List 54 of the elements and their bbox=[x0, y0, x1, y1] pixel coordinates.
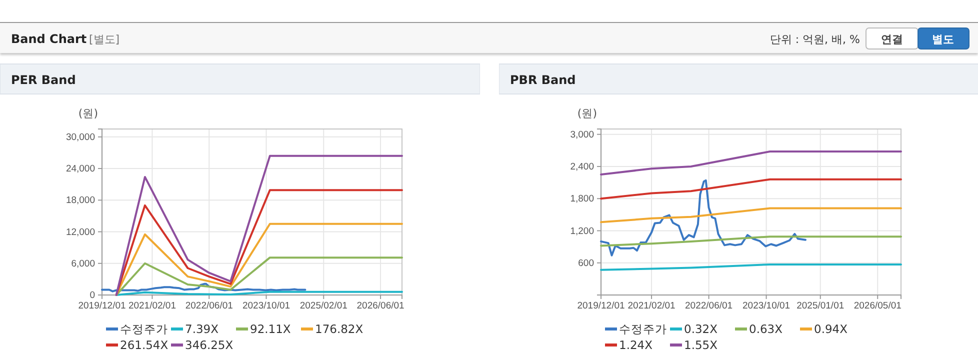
legend-label: 0.63X bbox=[749, 322, 783, 336]
x-tick-label: 2026/05/01 bbox=[854, 300, 902, 312]
legend-label: 1.55X bbox=[684, 338, 718, 352]
x-tick-label: 2019/12/01 bbox=[577, 300, 625, 312]
x-tick-label: 2022/06/01 bbox=[185, 300, 233, 312]
y-tick-label: 600 bbox=[578, 258, 594, 269]
text: 단위 : 억원, 배, % bbox=[770, 33, 860, 46]
x-tick-label: 2023/10/01 bbox=[742, 300, 790, 312]
legend-label: 0.94X bbox=[814, 322, 848, 336]
legend-label: 346.25X bbox=[185, 338, 234, 352]
line-series bbox=[600, 179, 806, 256]
line-series bbox=[115, 256, 403, 296]
toggle-button: 연결 bbox=[866, 28, 918, 50]
line-series bbox=[600, 236, 902, 247]
legend-label: 수정주가 bbox=[619, 322, 667, 336]
legend-label: 92.11X bbox=[250, 322, 291, 336]
text: [별도] bbox=[89, 33, 120, 46]
x-tick-label: 2019/12/01 bbox=[78, 300, 126, 312]
legend-label: 7.39X bbox=[185, 322, 219, 336]
line-series bbox=[115, 222, 403, 296]
x-tick-label: 2022/06/01 bbox=[685, 300, 733, 312]
line-series bbox=[115, 189, 403, 296]
legend-label: 0.32X bbox=[684, 322, 718, 336]
line-series bbox=[600, 150, 902, 176]
x-tick-label: 2021/02/01 bbox=[128, 300, 176, 312]
chart-title: PER Band bbox=[11, 73, 76, 87]
legend-label: 261.54X bbox=[120, 338, 168, 352]
y-tick-label: 0 bbox=[90, 290, 95, 302]
line-series bbox=[600, 207, 902, 224]
line-series bbox=[600, 178, 902, 200]
line-series bbox=[101, 282, 306, 292]
toggle-button: 별도 bbox=[918, 28, 970, 50]
legend-label: 수정주가 bbox=[120, 322, 168, 336]
x-tick-label: 2025/02/01 bbox=[300, 300, 348, 312]
y-tick-label: 6,000 bbox=[71, 258, 95, 270]
legend-label: 176.82X bbox=[315, 322, 364, 336]
line-series bbox=[115, 154, 403, 296]
x-tick-label: 2023/10/01 bbox=[242, 300, 290, 312]
y-tick-label: 30,000 bbox=[66, 132, 95, 143]
y-tick-label: 12,000 bbox=[66, 226, 95, 238]
y-tick-label: 1,200 bbox=[570, 226, 594, 237]
y-tick-label: 1,800 bbox=[570, 194, 594, 205]
legend-label: 1.24X bbox=[619, 338, 653, 352]
y-tick-label: 2,400 bbox=[570, 162, 594, 173]
text: Band Chart bbox=[11, 32, 87, 46]
x-tick-label: 2021/02/01 bbox=[628, 300, 676, 312]
y-tick-label: 24,000 bbox=[66, 164, 95, 175]
y-tick-label: 18,000 bbox=[66, 195, 95, 206]
y-axis-title: (원) bbox=[78, 107, 98, 120]
y-axis-title: (원) bbox=[577, 107, 597, 120]
y-tick-label: 3,000 bbox=[570, 129, 594, 140]
chart-title: PBR Band bbox=[510, 73, 576, 87]
x-tick-label: 2026/06/01 bbox=[356, 300, 404, 312]
x-tick-label: 2025/01/01 bbox=[796, 300, 844, 312]
